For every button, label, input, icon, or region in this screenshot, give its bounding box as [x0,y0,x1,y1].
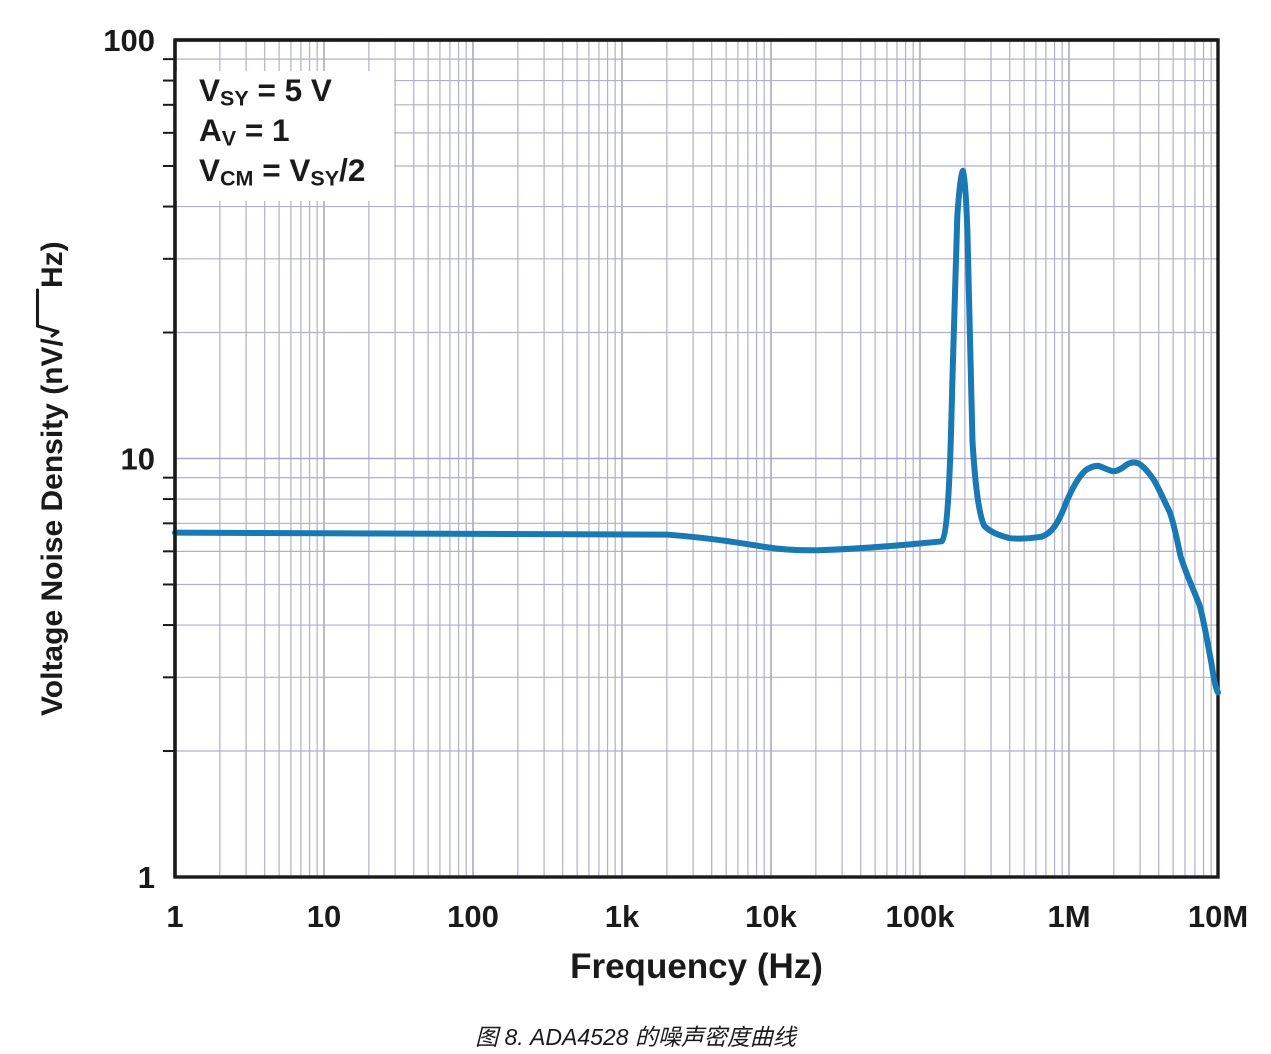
svg-text:10k: 10k [745,899,797,934]
svg-text:VSY = 5 V: VSY = 5 V [199,72,332,111]
svg-text:Voltage Noise Density (nV/: Voltage Noise Density (nV/ [36,337,69,716]
svg-text:Hz): Hz) [36,241,69,288]
svg-text:1M: 1M [1047,899,1090,934]
svg-text:10M: 10M [1188,899,1248,934]
svg-text:100: 100 [103,23,155,58]
svg-text:100k: 100k [886,899,956,934]
svg-text:10: 10 [307,899,341,934]
svg-text:1: 1 [166,899,183,934]
svg-text:10: 10 [121,442,155,477]
svg-text:1: 1 [138,860,155,895]
svg-text:1k: 1k [605,899,640,934]
svg-text:100: 100 [447,899,499,934]
svg-text:AV = 1: AV = 1 [199,112,290,151]
